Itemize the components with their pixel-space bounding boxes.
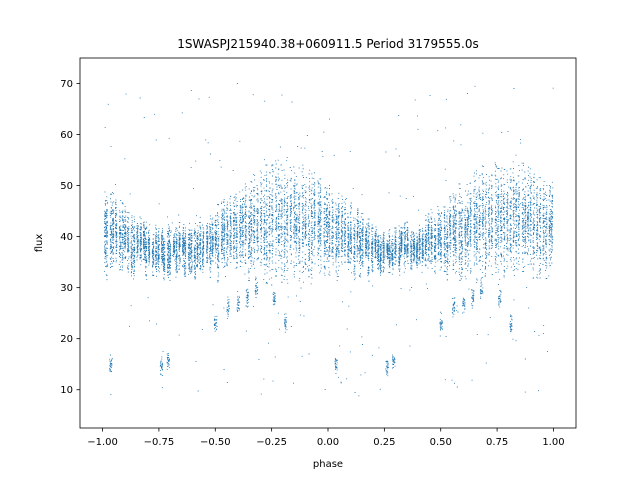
y-tick-label: 70 <box>60 79 73 90</box>
x-tick-label: 0.25 <box>373 437 395 448</box>
x-tick-label: −0.25 <box>256 437 287 448</box>
x-tick-label: 0.75 <box>486 437 508 448</box>
chart-title: 1SWASPJ215940.38+060911.5 Period 3179555… <box>177 37 478 51</box>
y-tick-label: 60 <box>60 130 73 141</box>
x-axis-ticks: −1.00 −0.75 −0.50 −0.25 0.00 0.25 0.50 0.75 1.00 <box>87 428 565 448</box>
x-tick-label: 0.50 <box>430 437 452 448</box>
y-axis-ticks: 10 20 30 40 50 60 70 <box>60 79 80 396</box>
y-tick-label: 10 <box>60 385 73 396</box>
x-tick-label: 1.00 <box>542 437 564 448</box>
data-points <box>103 83 554 397</box>
y-tick-label: 30 <box>60 283 73 294</box>
y-axis-label: flux <box>34 234 45 253</box>
y-tick-label: 40 <box>60 232 73 243</box>
x-tick-label: −1.00 <box>87 437 118 448</box>
x-tick-label: 0.00 <box>317 437 339 448</box>
y-tick-label: 20 <box>60 334 73 345</box>
y-tick-label: 50 <box>60 181 73 192</box>
x-tick-label: −0.50 <box>200 437 231 448</box>
scatter-points <box>103 83 554 397</box>
x-tick-label: −0.75 <box>144 437 175 448</box>
x-axis-label: phase <box>313 459 343 470</box>
